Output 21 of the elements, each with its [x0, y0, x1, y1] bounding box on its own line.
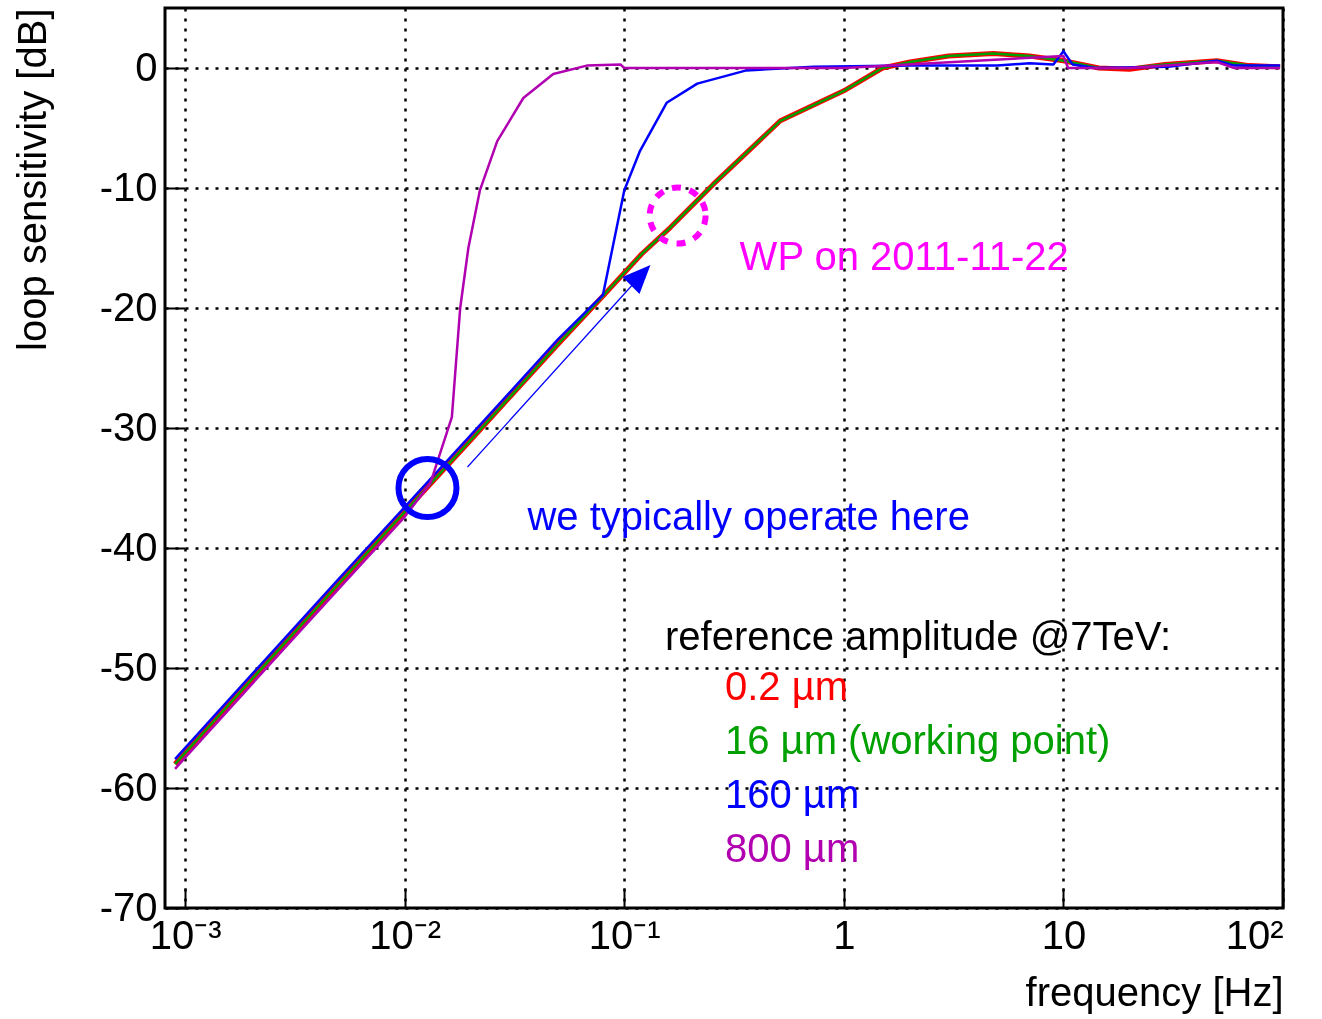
text: 160 µm [725, 772, 860, 816]
x-tick-label: 10⁻² [369, 912, 442, 957]
y-tick-label: -30 [99, 404, 158, 449]
x-tick-label: 10² [1225, 912, 1284, 957]
text: 800 µm [725, 826, 860, 870]
text: 16 µm (working point) [725, 718, 1111, 762]
y-axis-title: loop sensitivity [dB] [9, 8, 54, 351]
annotation: we typically operate here [526, 494, 970, 538]
text: 0.2 µm [725, 664, 849, 708]
x-tick-label: 10 [1041, 912, 1087, 957]
y-tick-label: -10 [99, 164, 158, 209]
y-tick-label: -60 [99, 764, 158, 809]
x-axis-title: frequency [Hz] [1025, 969, 1284, 1014]
y-tick-label: -50 [99, 644, 158, 689]
annotation: WP on 2011-11-22 [739, 233, 1069, 278]
x-tick-label: 10⁻¹ [588, 912, 661, 957]
x-tick-label: 1 [833, 912, 856, 957]
legend-title: reference amplitude @7TeV: [665, 614, 1172, 658]
y-tick-label: 0 [135, 44, 158, 89]
y-tick-label: -20 [99, 284, 158, 329]
y-tick-label: -40 [99, 524, 158, 569]
